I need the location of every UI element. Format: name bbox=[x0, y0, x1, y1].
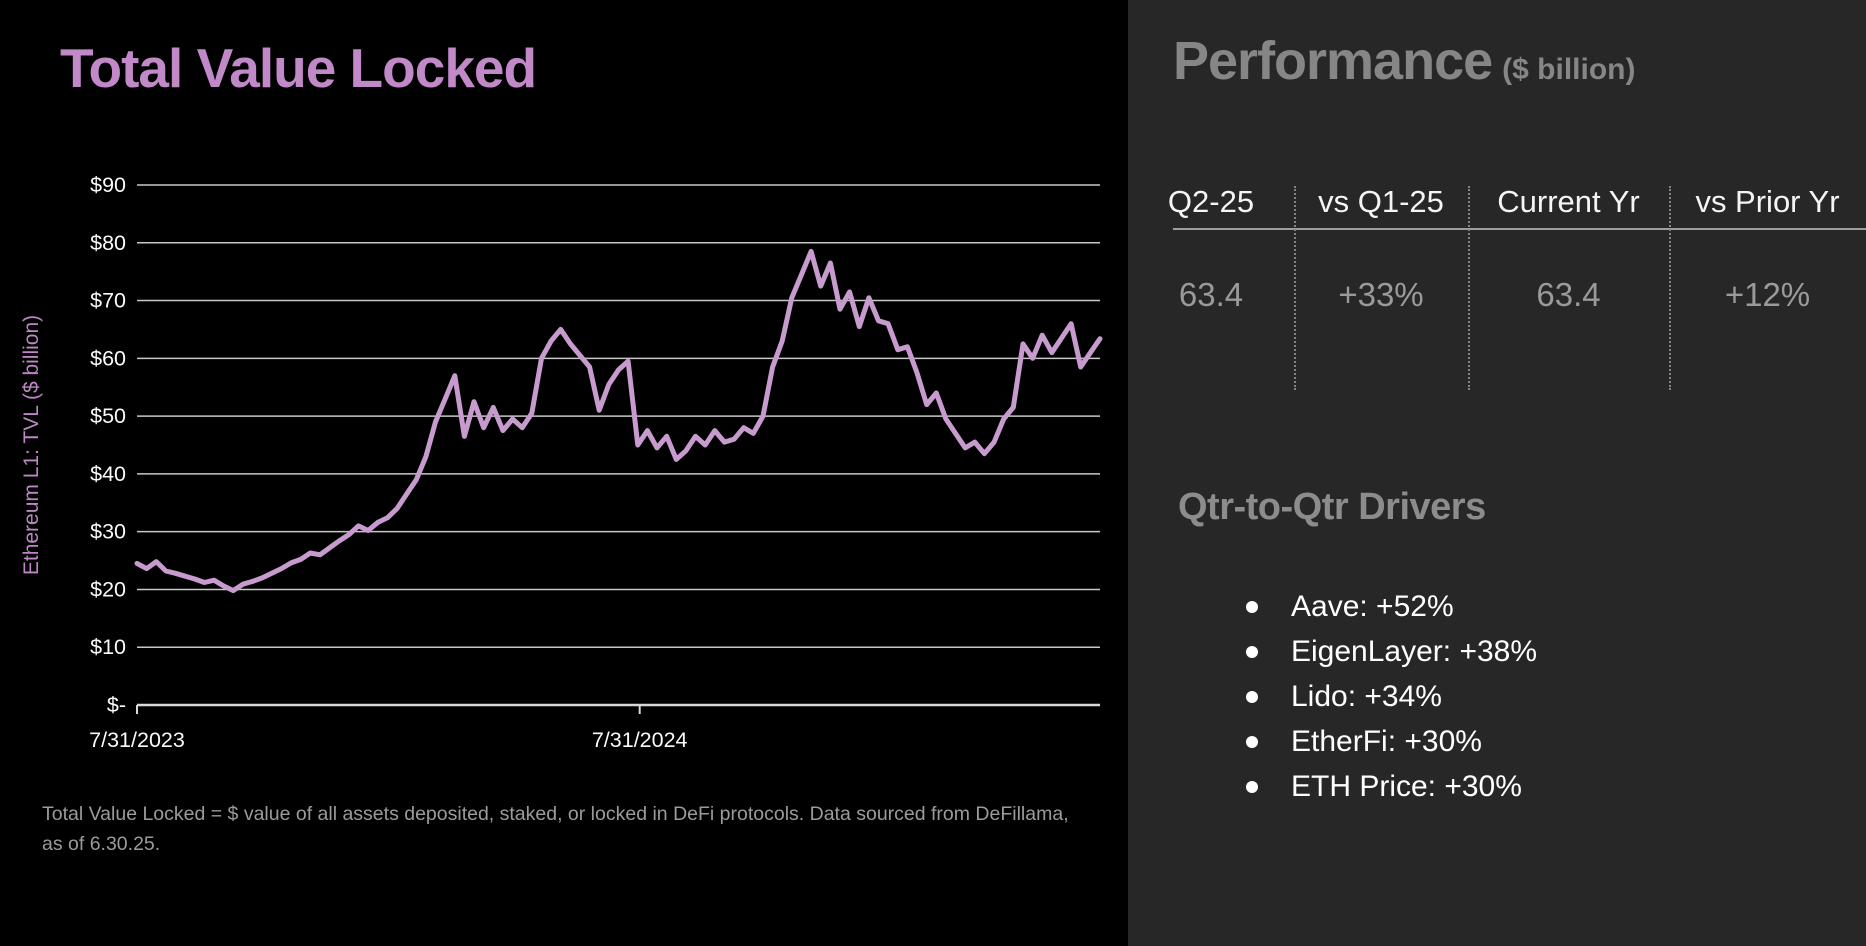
driver-label: ETH Price: +30% bbox=[1291, 769, 1522, 803]
tvl-chart-section: $90 $80 $70 $60 $50 $40 $30 $20 $10 $- 7/31/2023 7/… bbox=[20, 37, 1103, 856]
performance-heading-text: Performance bbox=[1173, 31, 1493, 91]
driver-item-2: Lido: +34% bbox=[1246, 674, 1537, 719]
y-axis-title: Ethereum L1: TVL ($ billion) bbox=[20, 315, 43, 575]
driver-label: Aave: +52% bbox=[1291, 589, 1454, 623]
perf-column-separator-2 bbox=[1669, 186, 1671, 390]
y-tick-label-70: $70 bbox=[90, 289, 126, 313]
y-tick-label-30: $30 bbox=[90, 520, 126, 544]
x-tick-label-0: 7/31/2023 bbox=[89, 728, 185, 752]
performance-table: Q2-25 vs Q1-25 Current Yr vs Prior Yr 63.4 +… bbox=[1128, 0, 1866, 420]
bullet-icon bbox=[1246, 690, 1258, 703]
driver-item-0: Aave: +52% bbox=[1246, 584, 1537, 629]
y-tick-label-80: $80 bbox=[90, 231, 126, 255]
driver-label: EigenLayer: +38% bbox=[1291, 634, 1538, 668]
y-tick-label-90: $90 bbox=[90, 173, 126, 197]
driver-label: EtherFi: +30% bbox=[1291, 724, 1482, 758]
y-tick-label-50: $50 bbox=[90, 404, 126, 428]
drivers-list: Aave: +52% EigenLayer: +38% Lido: +34% Ethe… bbox=[1246, 584, 1537, 809]
performance-header-row: Q2-25 vs Q1-25 Current Yr vs Prior Yr bbox=[1128, 184, 1866, 220]
bullet-icon bbox=[1246, 780, 1258, 793]
drivers-heading: Qtr-to-Qtr Drivers bbox=[1178, 486, 1486, 528]
tvl-line bbox=[134, 248, 1103, 594]
driver-label: Lido: +34% bbox=[1291, 679, 1442, 713]
y-tick-label-60: $60 bbox=[90, 346, 126, 370]
y-tick-label-20: $20 bbox=[90, 577, 126, 601]
perf-column-separator-1 bbox=[1468, 186, 1470, 390]
performance-value-row: 63.4 +33% 63.4 +12% bbox=[1128, 276, 1866, 314]
perf-value-cell-3: +12% bbox=[1724, 276, 1811, 313]
driver-item-4: ETH Price: +30% bbox=[1246, 764, 1537, 809]
perf-value-cell-2: 63.4 bbox=[1536, 276, 1601, 313]
chart-footnote: Total Value Locked = $ value of all asse… bbox=[42, 803, 1069, 856]
perf-value-cell-0: 63.4 bbox=[1178, 276, 1244, 313]
bullet-icon bbox=[1246, 600, 1258, 613]
performance-unit-label: ($ billion) bbox=[1502, 53, 1636, 86]
perf-header-cell-0: Q2-25 bbox=[1167, 184, 1255, 219]
perf-header-cell-3: vs Prior Yr bbox=[1695, 184, 1840, 219]
performance-heading: Performance ($ billion) bbox=[1173, 30, 1635, 92]
perf-column-separator-0 bbox=[1294, 186, 1296, 390]
y-tick-label-10: $10 bbox=[90, 635, 126, 659]
x-tick-label-1: 7/31/2024 bbox=[592, 728, 688, 752]
driver-item-3: EtherFi: +30% bbox=[1246, 719, 1537, 764]
y-tick-label-0: $- bbox=[107, 693, 126, 717]
y-tick-label-40: $40 bbox=[90, 462, 126, 486]
driver-item-1: EigenLayer: +38% bbox=[1246, 629, 1537, 674]
perf-header-cell-2: Current Yr bbox=[1497, 184, 1640, 219]
performance-header-underline bbox=[1173, 228, 1866, 230]
bullet-icon bbox=[1246, 735, 1258, 748]
chart-title: Total Value Locked bbox=[60, 37, 537, 99]
perf-header-cell-1: vs Q1-25 bbox=[1318, 184, 1444, 219]
performance-panel: Performance ($ billion) Q2-25 vs Q1-25 Curr… bbox=[1128, 0, 1866, 946]
tvl-line-chart: $90 $80 $70 $60 $50 $40 $30 $20 $10 $- 7/31/2023 7/… bbox=[20, 173, 1103, 752]
perf-value-cell-1: +33% bbox=[1338, 276, 1424, 313]
bullet-icon bbox=[1246, 645, 1258, 658]
